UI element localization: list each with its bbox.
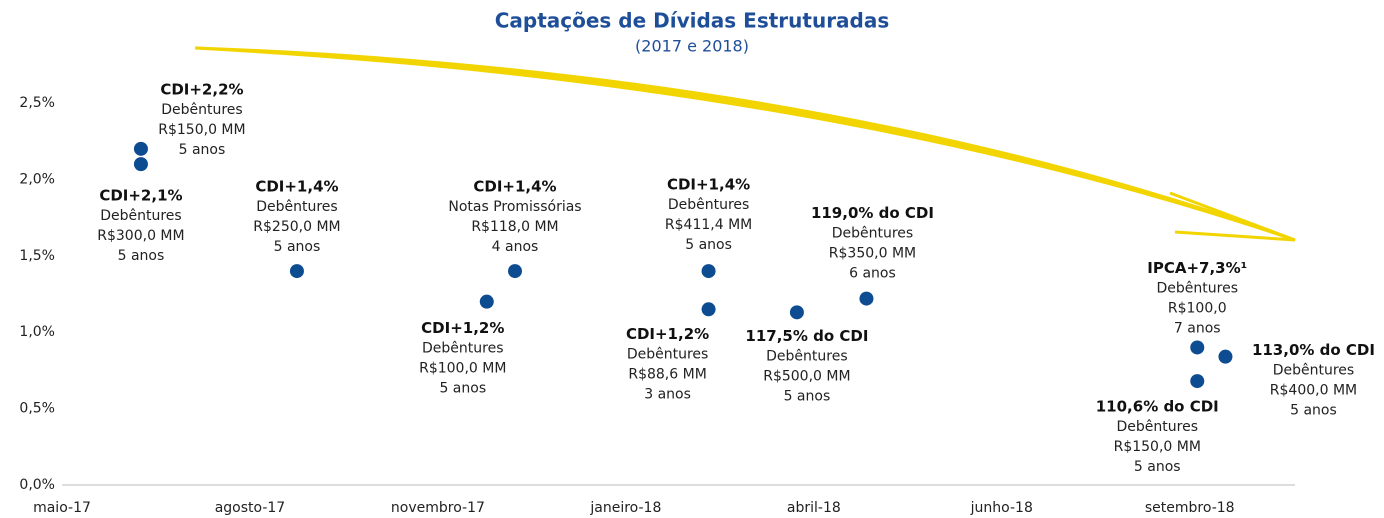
data-point — [701, 302, 716, 317]
annotation-line: R$118,0 MM — [471, 219, 558, 235]
annotation-title: 110,6% do CDI — [1096, 398, 1219, 416]
data-point — [701, 264, 716, 279]
x-tick-label: abril-18 — [787, 500, 841, 516]
annotation-title: 117,5% do CDI — [745, 327, 868, 345]
annotation-title: 113,0% do CDI — [1252, 341, 1375, 359]
x-tick-label: setembro-18 — [1145, 500, 1235, 516]
y-tick-label: 0,0% — [19, 477, 55, 493]
annotation-line: 5 anos — [439, 381, 486, 397]
annotation-line: Debêntures — [627, 346, 708, 362]
annotation-line: 7 anos — [1174, 320, 1221, 336]
y-tick-label: 2,0% — [19, 171, 55, 187]
annotation-title: CDI+1,2% — [421, 319, 504, 337]
annotation-title: CDI+1,4% — [667, 176, 750, 194]
annotation-line: Debêntures — [256, 199, 337, 215]
data-point — [479, 294, 494, 309]
annotation-line: Debêntures — [422, 341, 503, 357]
x-tick-label: janeiro-18 — [589, 500, 661, 516]
annotation-line: Debêntures — [668, 197, 749, 213]
annotation-line: R$400,0 MM — [1270, 383, 1357, 399]
annotation-line: 5 anos — [685, 237, 732, 253]
annotation-line: 3 anos — [644, 386, 691, 402]
annotation-title: CDI+1,4% — [473, 178, 556, 196]
annotation-line: R$300,0 MM — [97, 228, 184, 244]
data-point — [789, 305, 804, 320]
x-tick-label: junho-18 — [970, 500, 1033, 516]
annotation-line: 6 anos — [849, 266, 896, 282]
annotation-title: CDI+1,2% — [626, 325, 709, 343]
annotation-line: 5 anos — [784, 388, 831, 404]
annotation-line: 5 anos — [1290, 403, 1337, 419]
y-tick-label: 0,5% — [19, 401, 55, 417]
annotation-line: Debêntures — [161, 102, 242, 118]
data-point — [289, 264, 304, 279]
x-tick-label: novembro-17 — [391, 500, 485, 516]
annotation-title: CDI+2,2% — [160, 80, 243, 98]
annotation-title: IPCA+7,3%¹ — [1147, 259, 1247, 277]
annotation-line: R$500,0 MM — [763, 368, 850, 384]
chart-subtitle: (2017 e 2018) — [635, 37, 749, 56]
annotation-line: R$88,6 MM — [628, 366, 706, 382]
annotation-line: 5 anos — [118, 248, 165, 264]
trend-arrowhead — [1169, 191, 1296, 242]
y-tick-label: 1,0% — [19, 324, 55, 340]
x-tick-label: agosto-17 — [215, 500, 286, 516]
x-tick-label: maio-17 — [33, 500, 91, 516]
annotation-title: 119,0% do CDI — [811, 204, 934, 222]
annotation-line: Debêntures — [766, 348, 847, 364]
annotation-line: R$100,0 — [1168, 300, 1227, 316]
annotation-line: Debêntures — [1273, 363, 1354, 379]
annotation-line: Debêntures — [832, 226, 913, 242]
data-point — [1218, 349, 1233, 364]
data-point — [859, 291, 874, 306]
data-point — [1190, 340, 1205, 355]
annotation-line: 5 anos — [179, 142, 226, 158]
annotation-line: 4 anos — [492, 239, 539, 255]
annotation-line: 5 anos — [1134, 459, 1181, 475]
y-tick-label: 2,5% — [19, 95, 55, 111]
annotation-title: CDI+2,1% — [99, 187, 182, 205]
annotation-line: 5 anos — [274, 239, 321, 255]
data-point — [507, 264, 522, 279]
data-point — [1190, 374, 1205, 389]
annotation-line: Debêntures — [1117, 419, 1198, 435]
annotation-line: Debêntures — [1157, 280, 1238, 296]
data-point — [133, 141, 148, 156]
chart-title: Captações de Dívidas Estruturadas — [495, 9, 890, 33]
data-point — [133, 157, 148, 172]
annotation-line: R$150,0 MM — [1114, 439, 1201, 455]
annotation-line: R$411,4 MM — [665, 217, 752, 233]
annotation-line: R$350,0 MM — [829, 246, 916, 262]
annotation-line: Notas Promissórias — [448, 199, 581, 215]
annotation-line: Debêntures — [100, 208, 181, 224]
annotation-line: R$100,0 MM — [419, 361, 506, 377]
annotation-line: R$150,0 MM — [158, 122, 245, 138]
annotation-title: CDI+1,4% — [255, 178, 338, 196]
annotation-line: R$250,0 MM — [253, 219, 340, 235]
y-tick-label: 1,5% — [19, 248, 55, 264]
